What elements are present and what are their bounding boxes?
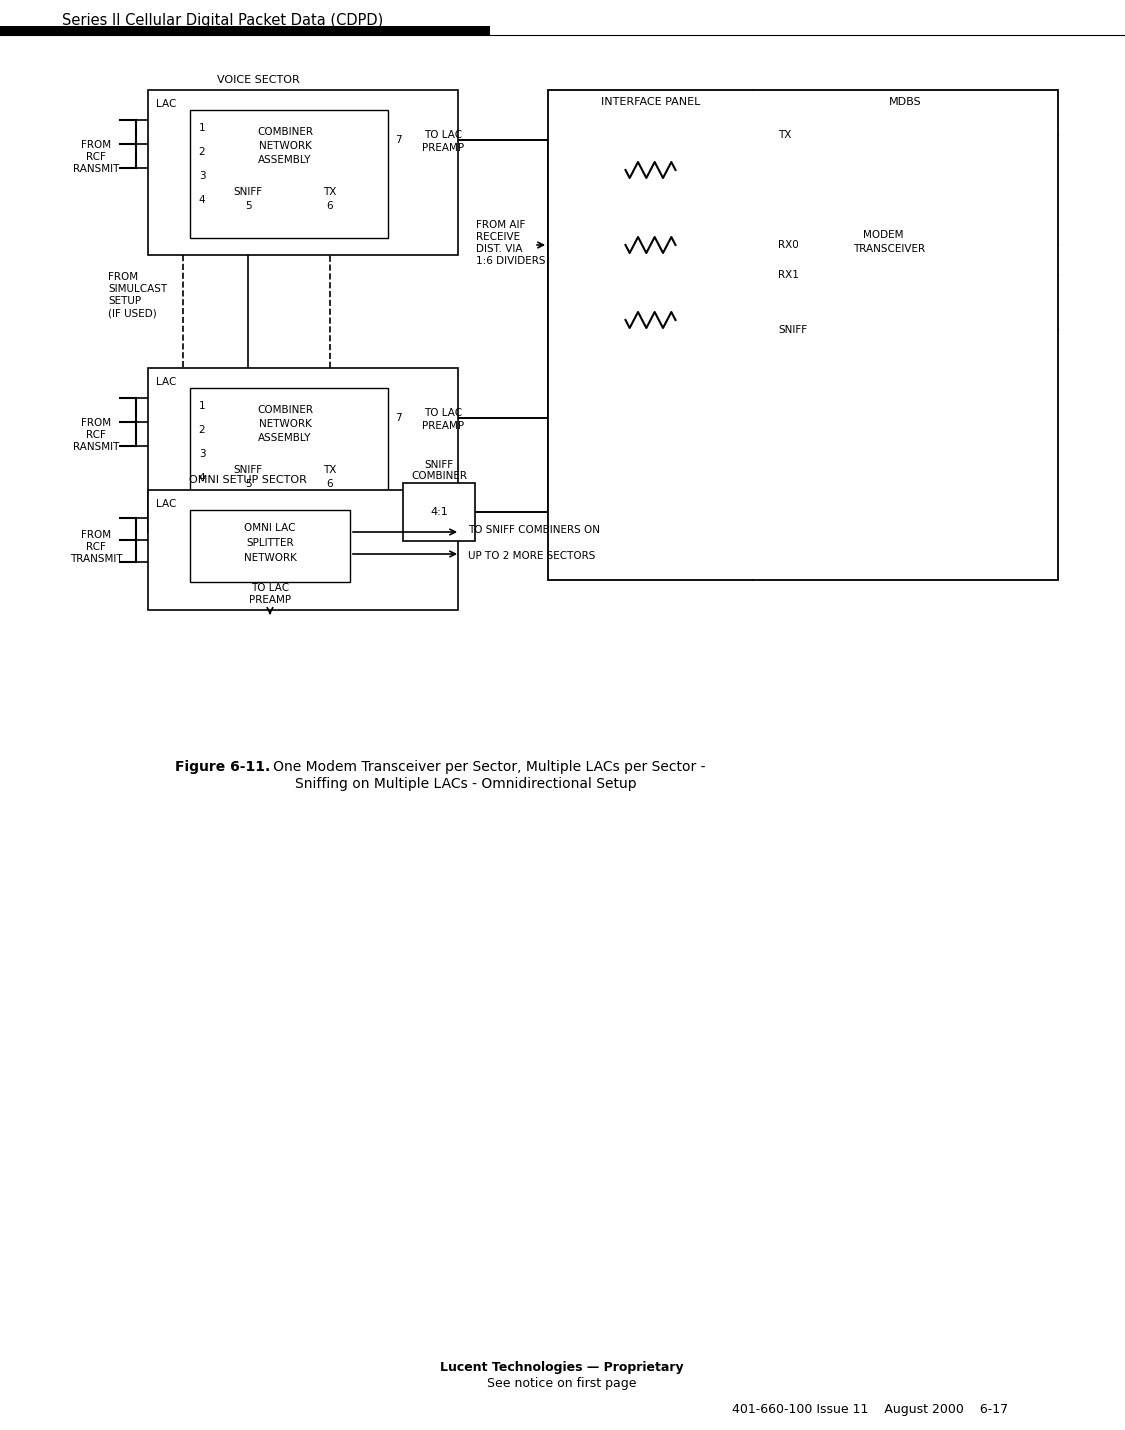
Text: RANSMIT: RANSMIT xyxy=(73,442,119,452)
Text: 5: 5 xyxy=(245,479,251,489)
Text: See notice on first page: See notice on first page xyxy=(487,1377,637,1390)
Text: LAC: LAC xyxy=(156,378,177,388)
Text: RCF: RCF xyxy=(86,430,106,440)
Text: VOICE SECTOR: VOICE SECTOR xyxy=(217,74,299,84)
Text: INTERFACE PANEL: INTERFACE PANEL xyxy=(601,97,700,107)
Text: TX: TX xyxy=(323,187,336,197)
Text: OMNI SETUP SECTOR: OMNI SETUP SECTOR xyxy=(189,475,307,485)
Text: 1: 1 xyxy=(199,400,205,410)
Bar xyxy=(148,490,458,611)
Text: SNIFF: SNIFF xyxy=(234,465,262,475)
Text: FROM AIF: FROM AIF xyxy=(476,220,525,230)
Text: 6: 6 xyxy=(326,202,333,212)
Text: ASSEMBLY: ASSEMBLY xyxy=(259,154,312,164)
Text: 6: 6 xyxy=(326,479,333,489)
Text: SETUP: SETUP xyxy=(108,296,141,306)
Text: Figure 6-11.: Figure 6-11. xyxy=(176,759,270,774)
Text: MDBS: MDBS xyxy=(889,97,921,107)
Text: 401-660-100 Issue 11    August 2000    6-17: 401-660-100 Issue 11 August 2000 6-17 xyxy=(732,1403,1008,1417)
Text: TO LAC: TO LAC xyxy=(424,408,462,418)
Text: 4: 4 xyxy=(199,194,205,204)
Text: DIST. VIA: DIST. VIA xyxy=(476,245,522,255)
Text: TO LAC: TO LAC xyxy=(424,130,462,140)
Text: PREAMP: PREAMP xyxy=(422,143,465,153)
Text: 2: 2 xyxy=(199,425,205,435)
Text: 7: 7 xyxy=(395,413,402,423)
Text: RECEIVE: RECEIVE xyxy=(476,232,520,242)
Text: RCF: RCF xyxy=(86,152,106,162)
Text: Lucent Technologies — Proprietary: Lucent Technologies — Proprietary xyxy=(440,1361,684,1374)
Text: TRANSCEIVER: TRANSCEIVER xyxy=(853,245,925,255)
Text: RANSMIT: RANSMIT xyxy=(73,164,119,174)
Text: SNIFF: SNIFF xyxy=(778,325,807,335)
Bar xyxy=(190,511,350,582)
Text: SNIFF: SNIFF xyxy=(234,187,262,197)
Text: UP TO 2 MORE SECTORS: UP TO 2 MORE SECTORS xyxy=(468,551,595,561)
Text: TX: TX xyxy=(778,130,791,140)
Text: MODEM: MODEM xyxy=(863,230,903,240)
Text: 3: 3 xyxy=(199,449,205,459)
Text: COMBINER: COMBINER xyxy=(256,127,313,137)
Text: 5: 5 xyxy=(245,202,251,212)
Text: PREAMP: PREAMP xyxy=(249,595,291,605)
Text: FROM: FROM xyxy=(108,272,138,282)
Text: 1: 1 xyxy=(199,123,205,133)
Text: 4:1: 4:1 xyxy=(430,508,448,518)
Text: RX1: RX1 xyxy=(778,270,799,280)
Text: SNIFF: SNIFF xyxy=(424,460,453,470)
Text: 3: 3 xyxy=(199,172,205,182)
Bar xyxy=(148,368,458,533)
Text: FROM: FROM xyxy=(81,418,111,428)
Text: LAC: LAC xyxy=(156,499,177,509)
Text: NETWORK: NETWORK xyxy=(259,142,312,152)
Text: 7: 7 xyxy=(395,134,402,144)
Text: TO LAC: TO LAC xyxy=(251,583,289,593)
Text: RX0: RX0 xyxy=(778,240,799,250)
Text: 2: 2 xyxy=(199,147,205,157)
Text: 1:6 DIVIDERS: 1:6 DIVIDERS xyxy=(476,256,546,266)
Text: COMBINER: COMBINER xyxy=(256,405,313,415)
Text: NETWORK: NETWORK xyxy=(243,553,297,563)
Text: COMBINER: COMBINER xyxy=(411,470,467,480)
Text: RCF: RCF xyxy=(86,542,106,552)
Text: PREAMP: PREAMP xyxy=(422,420,465,430)
Bar xyxy=(548,90,1058,581)
Text: SIMULCAST: SIMULCAST xyxy=(108,285,168,295)
Text: NETWORK: NETWORK xyxy=(259,419,312,429)
Text: (IF USED): (IF USED) xyxy=(108,307,156,317)
Text: OMNI LAC: OMNI LAC xyxy=(244,523,296,533)
Text: ASSEMBLY: ASSEMBLY xyxy=(259,433,312,443)
Text: TO SNIFF COMBINERS ON: TO SNIFF COMBINERS ON xyxy=(468,525,600,535)
Bar xyxy=(190,110,388,237)
Text: TX: TX xyxy=(323,465,336,475)
Bar xyxy=(403,483,475,541)
Text: One Modem Transceiver per Sector, Multiple LACs per Sector -: One Modem Transceiver per Sector, Multip… xyxy=(260,759,705,774)
Text: Sniffing on Multiple LACs - Omnidirectional Setup: Sniffing on Multiple LACs - Omnidirectio… xyxy=(295,776,637,791)
Text: FROM: FROM xyxy=(81,531,111,541)
Text: SPLITTER: SPLITTER xyxy=(246,538,294,548)
Bar xyxy=(0,26,490,34)
Text: Series II Cellular Digital Packet Data (CDPD): Series II Cellular Digital Packet Data (… xyxy=(62,13,384,29)
Bar xyxy=(190,388,388,516)
Text: 4: 4 xyxy=(199,473,205,483)
Bar xyxy=(148,90,458,255)
Text: LAC: LAC xyxy=(156,99,177,109)
Text: FROM: FROM xyxy=(81,140,111,150)
Text: TRANSMIT: TRANSMIT xyxy=(70,553,123,563)
